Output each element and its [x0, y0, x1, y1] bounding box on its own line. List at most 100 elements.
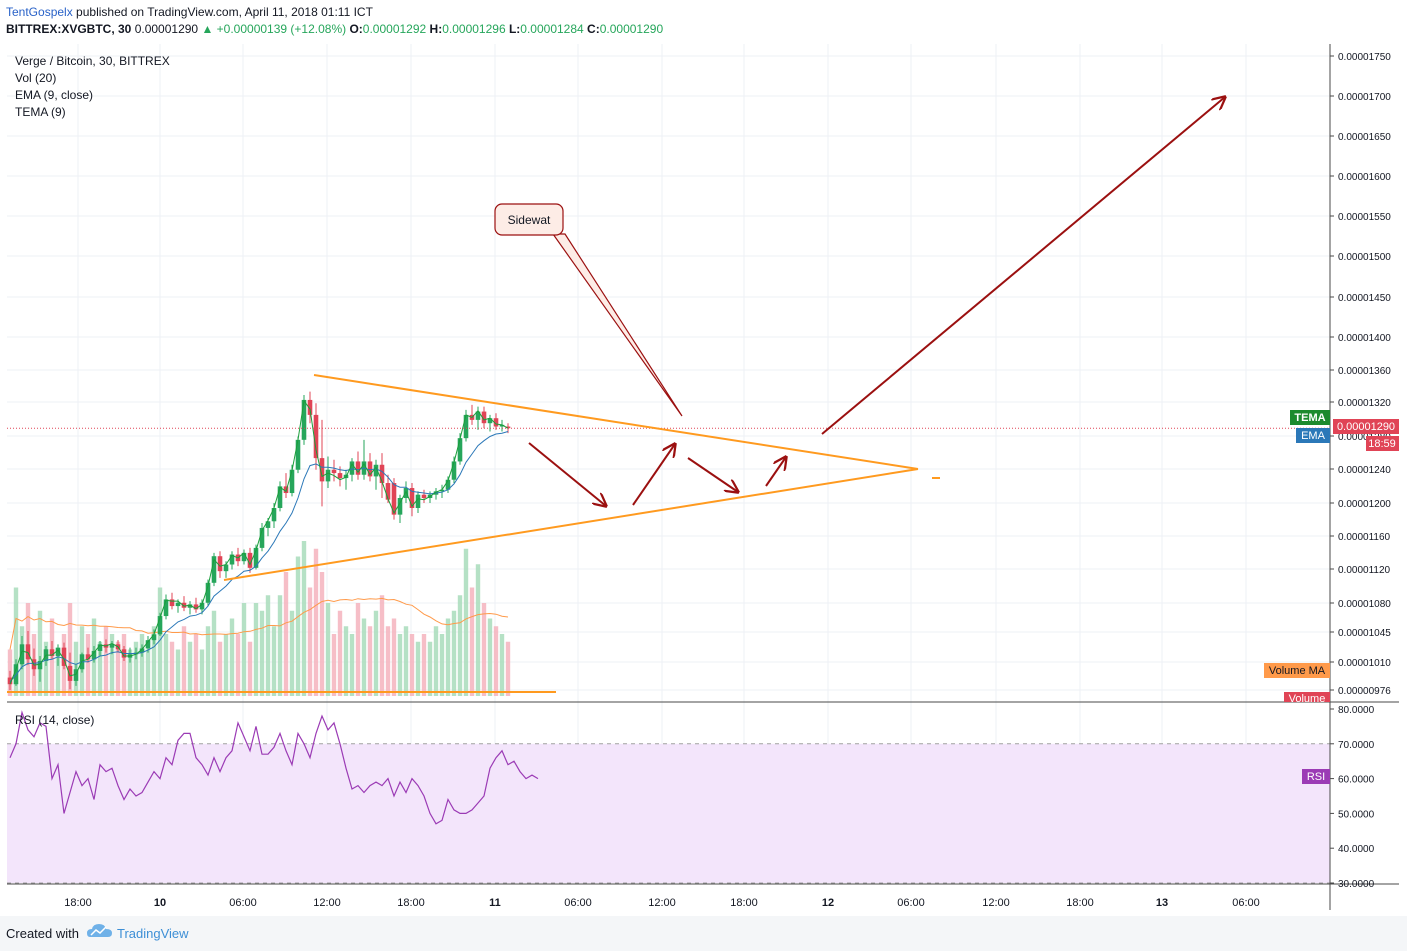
candle-body — [7, 677, 13, 685]
volume-bar — [319, 572, 325, 696]
volume-bar — [175, 649, 181, 696]
volume-bar — [277, 595, 283, 696]
time-tick-label: 11 — [489, 897, 501, 909]
candle-body — [229, 554, 235, 565]
candle-body — [271, 507, 277, 522]
volume-bar — [247, 641, 253, 696]
ema-line — [9, 431, 509, 683]
open-label: O: — [349, 22, 363, 36]
price-tick-label: 0.00001045 — [1338, 628, 1391, 639]
candle-body — [265, 521, 271, 528]
volume-bar — [373, 610, 379, 696]
candle-body — [349, 461, 355, 475]
tema-badge — [1290, 410, 1330, 425]
time-tick-label: 18:00 — [64, 897, 92, 909]
candle-body — [241, 552, 247, 562]
candle-body — [25, 644, 31, 660]
volume-bar — [241, 603, 247, 696]
volume-ma-badge — [1264, 663, 1330, 678]
candle-body — [67, 665, 73, 681]
volume-bar — [289, 610, 295, 696]
volume-bar — [343, 626, 349, 696]
open-value: 0.00001292 — [362, 22, 427, 36]
legend: Verge / Bitcoin, 30, BITTREX Vol (20) EM… — [15, 54, 170, 727]
last-price: 0.00001290 — [134, 22, 199, 36]
candle-body — [451, 461, 457, 480]
rsi-tick-label: 70.0000 — [1338, 740, 1375, 751]
candle-body — [175, 602, 181, 607]
price-badge-text: 0.00001290 — [1337, 421, 1395, 433]
candle-body — [373, 464, 379, 477]
volume-bar — [271, 626, 277, 696]
moving-averages — [9, 399, 539, 825]
price-tick-label: 0.00001320 — [1338, 398, 1391, 409]
symbol-label: BITTREX:XVGBTC, 30 — [6, 22, 132, 36]
time-tick-label: 10 — [154, 897, 166, 909]
callout-pointer — [551, 233, 683, 417]
author-link[interactable]: TentGospelx — [6, 5, 73, 19]
arrow-down-1 — [528, 442, 606, 506]
volume-bar — [181, 626, 187, 696]
candle-body — [169, 599, 175, 607]
volume-bar — [451, 610, 457, 696]
time-tick-label: 13 — [1156, 897, 1168, 909]
volume-ma-line — [9, 597, 509, 650]
price-tick-label: 0.00001400 — [1338, 333, 1391, 344]
volume-bar — [229, 618, 235, 696]
candle-body — [397, 498, 403, 515]
candle-body — [385, 483, 391, 500]
candle-body — [409, 488, 415, 508]
candle-body — [391, 483, 397, 515]
time-tick-label: 18:00 — [1066, 897, 1094, 909]
countdown-badge — [1366, 436, 1399, 451]
chart-canvas[interactable]: 0.00001750 0.00001700 0.00001650 0.00001600… — [0, 44, 1407, 916]
volume-bar — [145, 649, 151, 696]
price-tick-label: 0.00001280 — [1338, 432, 1391, 443]
tema-badge-text: TEMA — [1294, 412, 1325, 424]
rsi-badge — [1302, 769, 1330, 784]
time-tick-label: 18:00 — [397, 897, 425, 909]
sidewat-callout[interactable]: Sidewat — [494, 203, 683, 417]
volume-bar — [253, 603, 259, 696]
candle-body — [463, 414, 469, 439]
candle-body — [439, 489, 445, 492]
volume-bar — [325, 603, 331, 696]
time-tick-label: 12 — [822, 897, 834, 909]
candle-body — [157, 616, 163, 635]
close-value: 0.00001290 — [599, 22, 664, 36]
price-tick-label: 0.00001450 — [1338, 293, 1391, 304]
drawings — [7, 97, 1330, 693]
price-change: ▲ +0.00000139 (+12.08%) — [201, 22, 347, 36]
legend-ema: EMA (9, close) — [15, 88, 93, 102]
rsi-tick-label: 50.0000 — [1338, 809, 1375, 820]
ema-badge-text: EMA — [1301, 430, 1326, 442]
candle-body — [139, 648, 145, 653]
volume-bar — [457, 595, 463, 696]
volume-bar — [133, 641, 139, 696]
volume-bar — [439, 634, 445, 696]
volume-bar — [487, 618, 493, 696]
candle-body — [151, 634, 157, 641]
candle-body — [289, 469, 295, 494]
volume-bar — [217, 641, 223, 696]
price-tick-label: 0.00001160 — [1338, 532, 1391, 543]
rsi-tick-label: 80.0000 — [1338, 705, 1375, 716]
candle-body — [301, 399, 307, 440]
volume-bar — [403, 626, 409, 696]
volume-badge — [1284, 692, 1330, 702]
volume-bar — [37, 610, 43, 696]
ohlc-line: BITTREX:XVGBTC, 30 0.00001290 ▲ +0.00000… — [6, 22, 663, 36]
arrow-down-2 — [687, 457, 738, 492]
volume-bar — [421, 634, 427, 696]
legend-rsi: RSI (14, close) — [15, 713, 94, 727]
volume-bar — [463, 548, 469, 696]
tradingview-link[interactable]: TradingView — [117, 926, 189, 941]
candle-body — [355, 461, 361, 475]
candle-body — [457, 438, 463, 462]
volume-bar — [85, 634, 91, 696]
time-tick-label: 06:00 — [897, 897, 925, 909]
volume-bar — [115, 641, 121, 696]
candle-body — [163, 599, 169, 617]
low-label: L: — [508, 22, 521, 36]
volume-bar — [415, 641, 421, 696]
